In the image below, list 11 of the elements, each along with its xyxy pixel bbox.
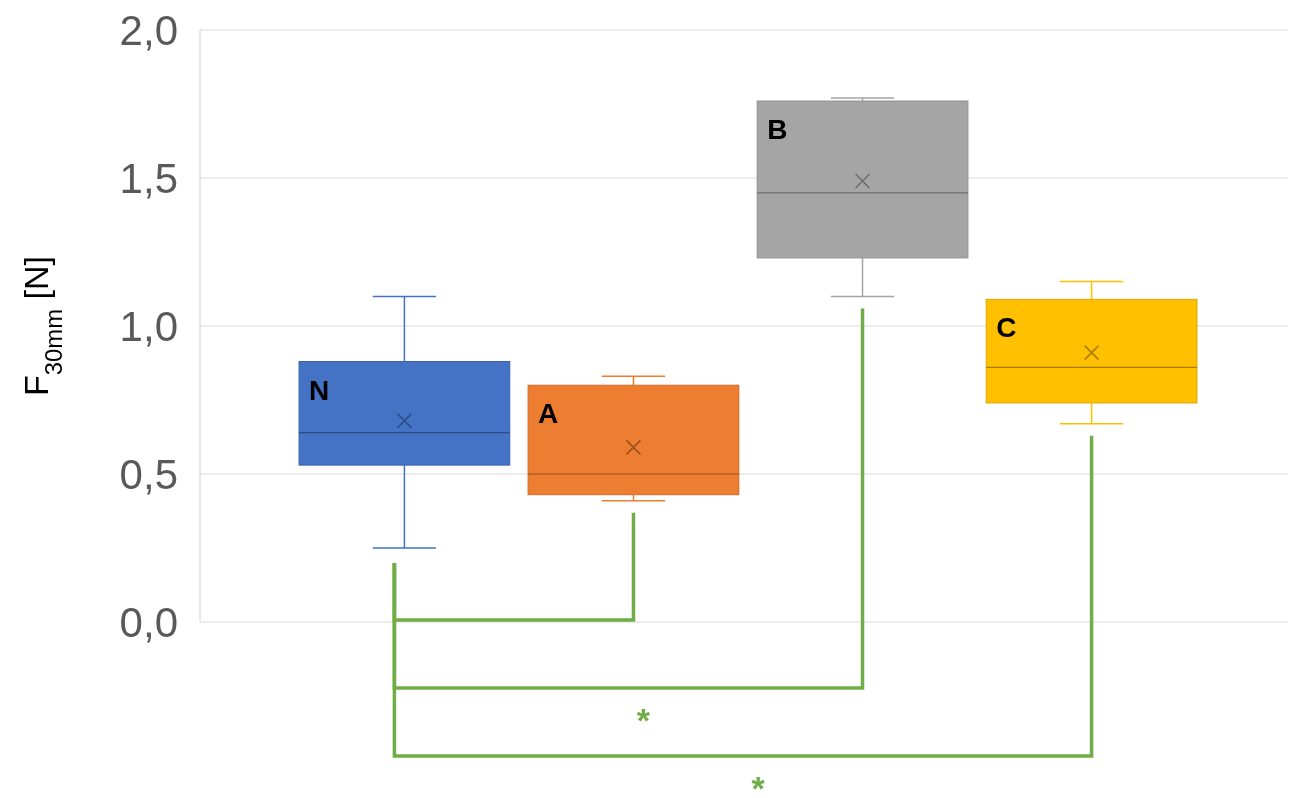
- text: *: [751, 769, 766, 798]
- text: *: [636, 701, 651, 739]
- series-label: N: [309, 374, 330, 406]
- y-tick-label: 1,0: [119, 302, 178, 350]
- y-tick-label: 0,5: [119, 450, 178, 498]
- series-label: A: [538, 398, 559, 430]
- y-tick-label: 1,5: [119, 154, 178, 202]
- series-label: C: [996, 312, 1017, 344]
- y-tick-label: 2,0: [119, 6, 178, 54]
- series-label: B: [767, 114, 788, 146]
- y-tick-label: 0,0: [119, 598, 178, 646]
